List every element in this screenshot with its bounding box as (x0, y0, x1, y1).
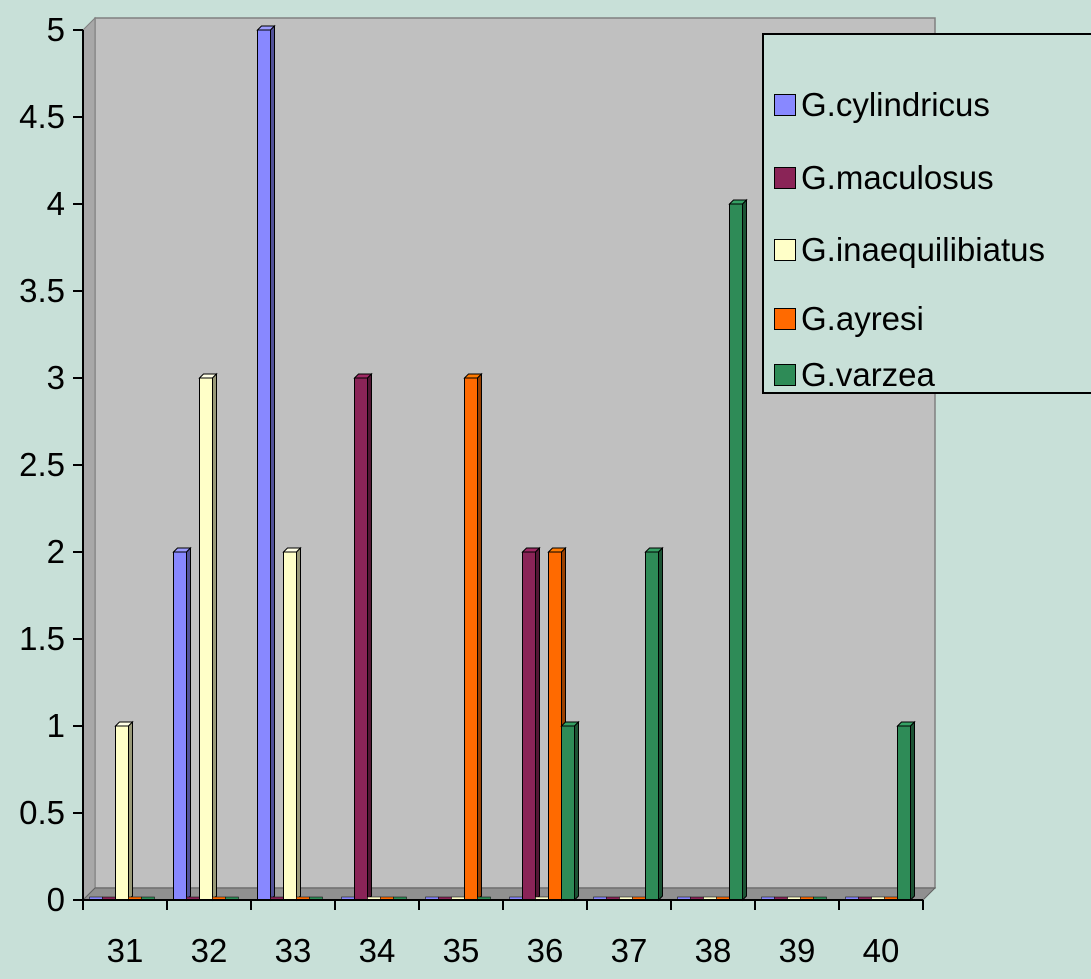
chart-axes (73, 29, 924, 910)
legend-label: G.maculosus (801, 159, 994, 196)
y-tick-label: 3.5 (19, 272, 65, 309)
y-axis-tick-labels: 0 0.5 1 1.5 2 2.5 3 3.5 4 4.5 5 (19, 11, 65, 918)
x-tick-label: 32 (191, 932, 228, 969)
legend-label: G.ayresi (801, 300, 924, 337)
bar (728, 198, 748, 902)
y-tick-label: 2.5 (19, 446, 65, 483)
legend-label: G.varzea (801, 356, 935, 393)
legend-item-maculosus: G.maculosus (774, 158, 994, 198)
bar (353, 372, 373, 902)
y-tick-label: 4.5 (19, 98, 65, 135)
y-tick-label: 2 (47, 533, 65, 570)
x-tick-label: 39 (779, 932, 816, 969)
bar (521, 546, 541, 902)
bar (463, 372, 483, 902)
bar (282, 546, 302, 902)
bar (198, 372, 218, 902)
legend-swatch (774, 167, 796, 189)
legend-swatch (774, 94, 796, 116)
x-tick-label: 35 (443, 932, 480, 969)
x-axis-tick-labels: 31 32 33 34 35 36 37 38 39 40 (107, 932, 900, 969)
bar (644, 546, 664, 902)
y-tick-label: 1.5 (19, 620, 65, 657)
x-tick-label: 33 (275, 932, 312, 969)
y-tick-label: 3 (47, 359, 65, 396)
y-tick-label: 1 (47, 707, 65, 744)
legend-swatch (774, 308, 796, 330)
legend: G.cylindricus G.maculosus G.inaequilibia… (762, 33, 1091, 394)
y-tick-label: 5 (47, 11, 65, 48)
legend-label: G.cylindricus (801, 86, 990, 123)
x-tick-label: 40 (863, 932, 900, 969)
legend-item-varzea: G.varzea (774, 355, 935, 395)
x-tick-label: 38 (695, 932, 732, 969)
bar (256, 24, 276, 902)
plot-side-wall (82, 16, 96, 902)
y-tick-label: 0 (47, 881, 65, 918)
legend-swatch (774, 239, 796, 261)
bar (114, 720, 134, 902)
x-tick-label: 37 (611, 932, 648, 969)
bar (172, 546, 192, 902)
x-tick-label: 36 (527, 932, 564, 969)
legend-item-ayresi: G.ayresi (774, 299, 924, 339)
chart-bars (89, 24, 916, 902)
legend-label: G.inaequilibiatus (801, 231, 1045, 268)
y-tick-label: 4 (47, 185, 65, 222)
x-tick-label: 34 (359, 932, 396, 969)
legend-item-inaequilibiatus: G.inaequilibiatus (774, 230, 1045, 270)
bar (560, 720, 580, 902)
legend-item-cylindricus: G.cylindricus (774, 85, 990, 125)
legend-swatch (774, 364, 796, 386)
bar (896, 720, 916, 902)
x-tick-label: 31 (107, 932, 144, 969)
y-tick-label: 0.5 (19, 794, 65, 831)
